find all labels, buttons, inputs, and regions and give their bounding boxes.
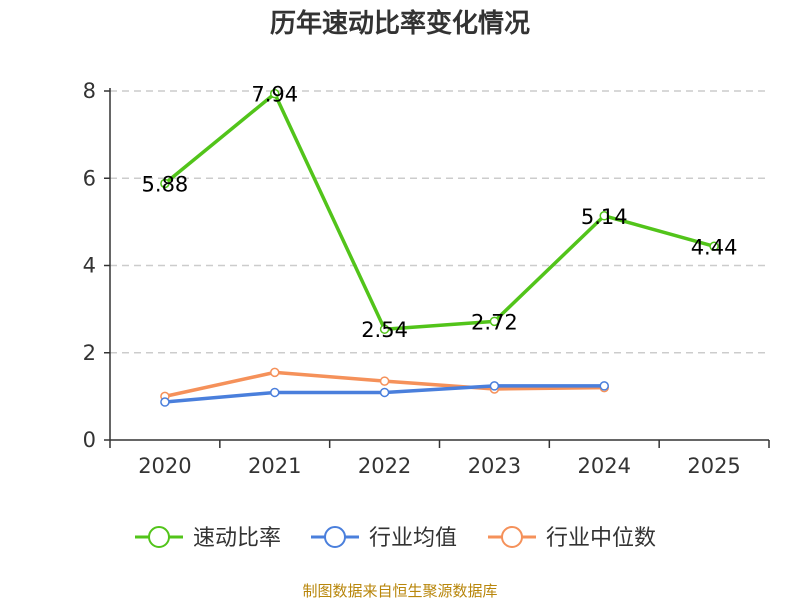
point-0-2020 xyxy=(160,178,170,189)
data-label-2024: 5.14 xyxy=(581,205,628,229)
legend-marker-1 xyxy=(324,526,346,548)
legend-label-2: 行业中位数 xyxy=(546,526,656,551)
point-1-2021 xyxy=(270,387,280,398)
point-0-2021 xyxy=(270,88,280,99)
point-0-2022 xyxy=(379,324,390,334)
point-2-2022 xyxy=(379,376,390,386)
series-line-0 xyxy=(163,91,715,331)
y-tick-label-0: 0 xyxy=(83,428,96,452)
data-labels: 5.88 7.94 2.54 2.72 5.14 4.44 xyxy=(142,83,738,343)
point-1-2023 xyxy=(489,381,500,391)
point-0-2025 xyxy=(709,241,719,252)
point-0-2024 xyxy=(599,211,609,221)
point-0-2023 xyxy=(489,316,500,327)
point-1-2024 xyxy=(599,381,609,391)
chart-title: 历年速动比率变化情况 xyxy=(270,8,530,39)
legend: 速动比率 行业均值 行业中位数 xyxy=(135,526,656,551)
point-1-2022 xyxy=(379,387,390,398)
data-label-2023: 2.72 xyxy=(471,310,518,334)
y-tick-label-4: 4 xyxy=(83,254,96,278)
x-tick-label-2022: 2022 xyxy=(358,454,411,478)
data-label-2021: 7.94 xyxy=(251,83,298,107)
data-label-2025: 4.44 xyxy=(691,235,738,259)
point-2-2021 xyxy=(270,367,280,378)
legend-label-0: 速动比率 xyxy=(193,526,281,551)
x-tick-label-2025: 2025 xyxy=(687,454,740,478)
x-tick-label-2024: 2024 xyxy=(578,454,631,478)
data-source-note: 制图数据来自恒生聚源数据库 xyxy=(302,582,497,600)
x-tick-label-2023: 2023 xyxy=(468,454,521,478)
legend-marker-0 xyxy=(148,526,170,548)
data-label-2020: 5.88 xyxy=(142,172,189,196)
grid-lines xyxy=(110,90,769,354)
y-tick-label-2: 2 xyxy=(83,341,96,365)
series-layer xyxy=(160,88,719,407)
x-tick-label-2020: 2020 xyxy=(138,454,191,478)
y-tick-label-8: 8 xyxy=(83,79,96,103)
legend-label-1: 行业均值 xyxy=(369,526,457,551)
point-1-2020 xyxy=(160,397,170,407)
y-tick-label-6: 6 xyxy=(83,166,96,190)
data-label-2022: 2.54 xyxy=(361,318,408,342)
axes: 0 2 4 6 8 2020 2021 2022 2023 2024 2025 xyxy=(83,79,770,478)
x-tick-label-2021: 2021 xyxy=(248,454,301,478)
legend-marker-2 xyxy=(501,526,523,548)
